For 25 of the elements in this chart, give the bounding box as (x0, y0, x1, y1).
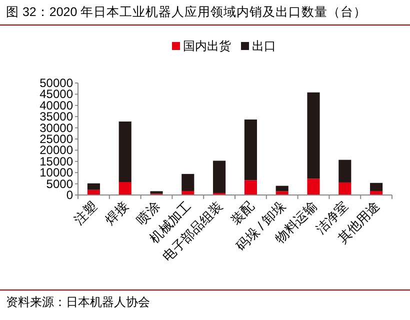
bar (244, 120, 257, 180)
text: 资料来源：日本机器人协会 (6, 295, 150, 309)
bar (118, 122, 132, 182)
bar (338, 160, 352, 182)
x-tick-label: 焊接 (102, 198, 132, 228)
bar (276, 191, 288, 195)
bar (150, 191, 163, 194)
legend-label: 国内出货 (183, 39, 231, 53)
bar (338, 182, 352, 195)
legend-label: 出口 (252, 39, 276, 53)
y-tick-label: 25000 (40, 132, 74, 146)
y-tick-label: 0 (66, 188, 74, 202)
bar (370, 182, 383, 191)
bar (307, 178, 320, 195)
bar (276, 186, 288, 192)
x-tick-label: 装配 (228, 198, 257, 228)
bar (87, 183, 100, 190)
bar (307, 92, 320, 179)
bar (213, 160, 226, 193)
chart-title: 图 32：2020 年日本工业机器人应用领域内销及出口数量（台） (6, 4, 367, 19)
bar (244, 180, 257, 195)
bar (182, 174, 194, 191)
y-tick-label: 50000 (40, 76, 74, 90)
x-tick-label: 注塑 (70, 198, 100, 228)
bar (118, 182, 132, 195)
